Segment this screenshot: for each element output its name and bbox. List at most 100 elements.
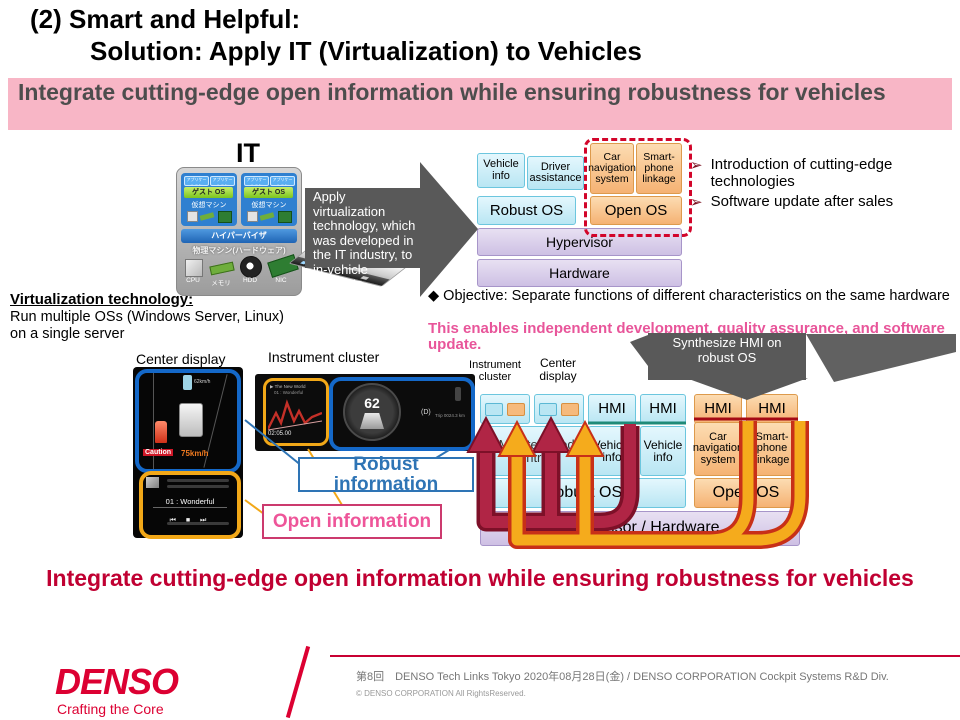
vm-nic-icon: [218, 211, 232, 223]
conclusion-statement: Integrate cutting-edge open information …: [46, 565, 914, 591]
objective-text: ◆ Objective: Separate functions of diffe…: [428, 288, 950, 304]
hypervisor-hardware-layer: Hypervisor / Hardware: [480, 511, 800, 546]
nic-label: NIC: [275, 277, 287, 284]
vehicle-info-box: Vehicle info: [640, 426, 686, 476]
guest-os-box: ゲスト OS: [184, 187, 233, 198]
footer-event-text: 第8回 DENSO Tech Links Tokyo 2020年08月28日(金…: [356, 671, 889, 683]
hypervisor-bar: ハイパーバイザ: [181, 229, 297, 243]
vm-cpu-icon: [187, 211, 198, 222]
player-controls-icon: ⏮ ■ ⏭: [169, 517, 211, 524]
slide-title-line1: (2) Smart and Helpful:: [30, 4, 301, 34]
album-art: [146, 477, 159, 488]
arrow-bullet-icon: ➢: [690, 194, 703, 211]
open-zone-outline: ▶ The New World 01 : Wonderful 02:05.00: [263, 378, 329, 446]
elapsed-time-text: 02:05.00: [268, 431, 292, 437]
bottom-arch-cluster-label: Instrument cluster: [469, 359, 521, 383]
top-arch-robust-os: Robust OS: [477, 196, 576, 225]
bottom-open-os: Open OS: [694, 478, 798, 508]
track-row-dim: [167, 485, 229, 488]
trip-meter: Trip 0024.3 km: [435, 413, 465, 418]
bottom-arch-center-label: Center display: [539, 356, 577, 383]
open-zone-outline: 01 : Wonderful ⏮ ■ ⏭: [139, 471, 241, 539]
virtualization-caption-title: Virtualization technology:: [10, 291, 194, 308]
virtual-machine-panel: アプリケーション アプリケーション ゲスト OS 仮想マシン: [241, 173, 297, 226]
mini-open-swatch: [561, 402, 579, 416]
virtualization-caption-line1: Run multiple OSs (Windows Server, Linux): [10, 309, 284, 325]
mini-robust-swatch: [485, 402, 503, 416]
speed-value: 62: [364, 395, 380, 411]
guest-os-box: ゲスト OS: [244, 187, 293, 198]
hmi-box-open: HMI: [746, 394, 798, 424]
physical-machine-label: 物理マシン(ハードウェア): [192, 246, 286, 255]
mini-robust-swatch: [539, 402, 557, 416]
gear-indicator: (D): [421, 409, 431, 416]
robust-zone-outline: 62 (D) Trip 0024.3 km: [329, 377, 475, 451]
synth-arrow-text: Synthesize HMI on robust OS: [672, 335, 782, 365]
hmi-box-robust: HMI: [640, 394, 686, 424]
it-server-diagram: アプリケーション アプリケーション ゲスト OS 仮想マシン アプリケーション …: [176, 167, 302, 296]
apply-arrow-text: Apply virtualization technology, which w…: [313, 189, 416, 292]
key-message-banner: Integrate cutting-edge open information …: [8, 78, 952, 130]
benefit-text: Software update after sales: [710, 193, 894, 210]
song-track-text: 01 : Wonderful: [274, 390, 304, 395]
mini-open-swatch: [507, 402, 525, 416]
cluster-hmi-box: [480, 394, 530, 424]
hdd-label: HDD: [242, 277, 258, 284]
ego-vehicle-icon: [183, 375, 192, 390]
lane-line: [153, 373, 154, 469]
smartphone-linkage-box: Smart- phone linkage: [746, 422, 798, 476]
top-arch-car-navigation: Car navigation system: [588, 143, 636, 194]
speed-note-text: 62km/h: [194, 379, 211, 385]
robust-information-callout: Robust information: [298, 455, 474, 494]
divider: [153, 507, 227, 508]
top-arch-hardware: Hardware: [477, 259, 682, 287]
app-chip: アプリケーション: [210, 176, 235, 186]
song-title-text: ▶ The New World: [270, 384, 306, 389]
footer-rule: [330, 655, 960, 657]
robust-zone-outline: 62km/h Caution 75km/h: [135, 369, 241, 473]
objective-highlight-text: This enables independent development, qu…: [428, 320, 945, 353]
bottom-robust-os: Robust OS: [480, 478, 686, 508]
speed-limit-text: 75km/h: [181, 449, 209, 458]
vm-memory-icon: [259, 212, 275, 221]
footer-copyright: © DENSO CORPORATION All RightsReserved.: [356, 689, 526, 698]
vm-label: 仮想マシン: [251, 202, 287, 209]
truck-icon: [179, 403, 203, 437]
top-arch-driver-assistance: Driver assistance: [527, 156, 584, 190]
top-arch-vehicle-info: Vehicle info: [477, 153, 525, 188]
hdd-icon: [240, 256, 262, 278]
memory-label: メモリ: [211, 280, 231, 287]
now-playing-text: 01 : Wonderful: [165, 497, 215, 506]
open-information-callout: Open information: [262, 504, 442, 539]
track-row-dim: [167, 479, 229, 482]
benefit-text: Introduction of cutting-edge technologie…: [710, 156, 893, 190]
road-graphic: [360, 413, 384, 429]
vm-label: 仮想マシン: [191, 202, 227, 209]
benefit-item: ➢ Introduction of cutting-edge technolog…: [690, 156, 958, 190]
vm-cpu-icon: [247, 211, 258, 222]
benefit-item: ➢ Software update after sales: [690, 193, 958, 211]
denso-tagline: Crafting the Core: [57, 701, 164, 717]
display-hmi-box: [534, 394, 584, 424]
top-arch-hypervisor: Hypervisor: [477, 228, 682, 256]
memory-icon: [209, 261, 235, 276]
top-arch-smartphone-linkage: Smart- phone linkage: [636, 143, 682, 194]
app-chip: アプリケーション: [244, 176, 269, 186]
top-arch-open-os: Open OS: [590, 196, 682, 225]
cpu-label: CPU: [186, 277, 200, 284]
speed-gauge-icon: [343, 383, 401, 441]
arrow-bullet-icon: ➢: [690, 157, 703, 174]
virtualization-caption-line2: on a single server: [10, 326, 125, 342]
virtual-machine-panel: アプリケーション アプリケーション ゲスト OS 仮想マシン: [181, 173, 237, 226]
denso-logo: DENSO: [55, 661, 179, 702]
hmi-box-robust: HMI: [588, 394, 636, 424]
music-waveform-icon: [268, 399, 322, 431]
slide-title-line2: Solution: Apply IT (Virtualization) to V…: [90, 36, 642, 66]
track-row-dim: [167, 522, 229, 525]
open-domain-dashed-outline: [584, 138, 692, 237]
it-heading: IT: [236, 138, 260, 168]
signal-icon: [455, 387, 461, 401]
vm-nic-icon: [278, 211, 292, 223]
caution-cone-icon: [155, 421, 167, 443]
